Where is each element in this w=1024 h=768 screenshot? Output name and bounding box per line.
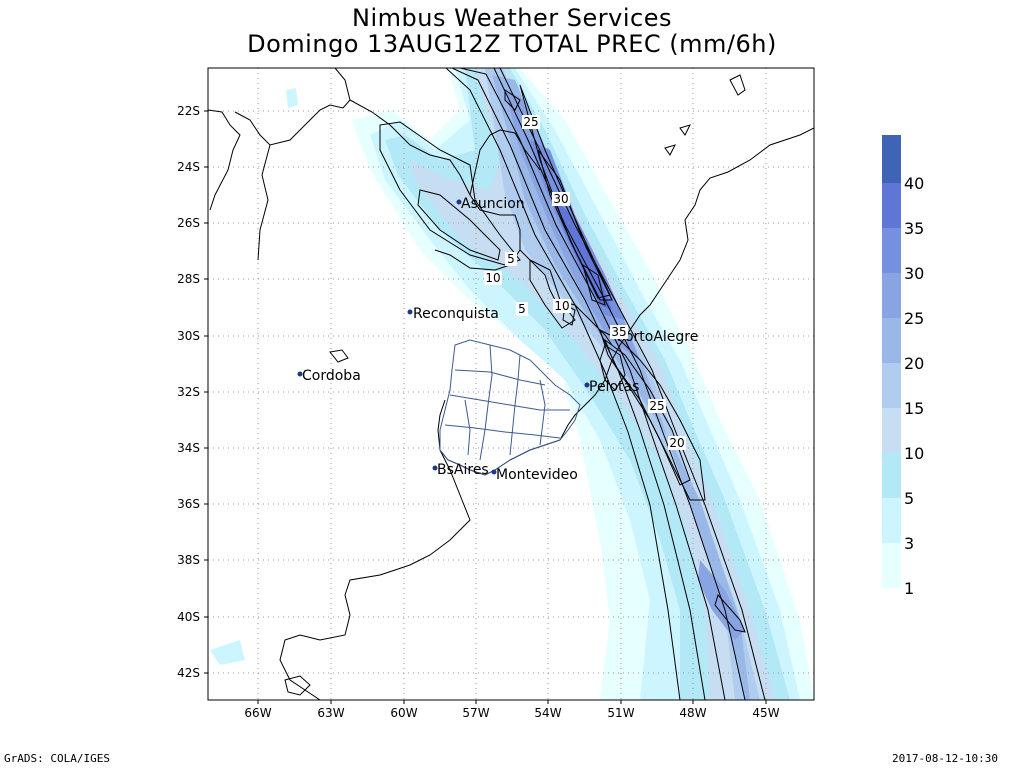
footer-credit: GrADS: COLA/IGES (4, 752, 110, 765)
colorbar-label: 30 (904, 264, 924, 283)
lon-label: 57W (462, 706, 489, 720)
contour-label: 35 (611, 325, 626, 339)
city-pelotas: Pelotas (584, 379, 639, 395)
lat-label: 26S (177, 216, 200, 230)
lat-label: 32S (177, 385, 200, 399)
colorbar-label: 3 (904, 534, 914, 553)
contour-label: 10 (554, 299, 569, 313)
map-frame (207, 67, 815, 701)
lat-label: 30S (177, 329, 200, 343)
city-label: PortoAlegre (617, 329, 698, 345)
city-label: Montevideo (496, 467, 578, 483)
lat-label: 24S (177, 160, 200, 174)
colorbar-swatch-25 (882, 273, 901, 318)
colorbar-label: 15 (904, 399, 924, 418)
colorbar-label: 20 (904, 354, 924, 373)
contour-label: 20 (669, 436, 684, 450)
lon-label: 48W (679, 706, 706, 720)
map-area: Asuncion Reconquista Cordoba PortoAlegre… (208, 68, 814, 700)
border-paraguay (349, 99, 521, 271)
city-label: Reconquista (413, 306, 499, 322)
lon-label: 54W (534, 706, 561, 720)
precip-band-35mm (555, 200, 612, 310)
colorbar-swatch-35 (882, 183, 901, 228)
lon-label: 66W (244, 706, 271, 720)
city-montevideo: Montevideo (491, 467, 578, 483)
lat-label: 22S (177, 104, 200, 118)
colorbar-swatch-30 (882, 228, 901, 273)
island-1 (329, 349, 349, 363)
lon-label: 60W (390, 706, 417, 720)
colorbar-label: 1 (904, 579, 914, 598)
colorbar-swatch-3 (882, 498, 901, 543)
lat-lon-grid (208, 68, 814, 700)
lon-label: 45W (752, 706, 779, 720)
colorbar-swatch-5 (882, 453, 901, 498)
colorbar-swatch-15 (882, 363, 901, 408)
colorbar-label: 10 (904, 444, 924, 463)
uruguay-departments (439, 339, 581, 476)
lat-label: 34S (177, 441, 200, 455)
city-markers: Asuncion Reconquista Cordoba PortoAlegre… (297, 196, 698, 483)
chart-subtitle: Domingo 13AUG12Z TOTAL PREC (mm/6h) (247, 30, 777, 58)
colorbar-label: 40 (904, 174, 924, 193)
precip-band-10mm (410, 68, 775, 700)
island-2 (284, 675, 311, 696)
lat-label: 40S (177, 610, 200, 624)
city-label: Cordoba (302, 368, 361, 384)
lat-label: 38S (177, 553, 200, 567)
colorbar-swatch-1 (882, 543, 901, 588)
city-reconquista: Reconquista (407, 306, 499, 322)
chart-title: Nimbus Weather Services (352, 4, 672, 32)
contour-label: 10 (485, 271, 500, 285)
city-label: Pelotas (589, 379, 639, 395)
contour-label: 30 (553, 192, 568, 206)
coast-argentina (279, 449, 471, 700)
border-west (257, 144, 271, 261)
city-asuncion: Asuncion (456, 196, 525, 212)
city-label: Asuncion (461, 196, 525, 212)
precip-band-west-patch (210, 640, 245, 665)
islands-ne (664, 74, 746, 156)
colorbar-label: 35 (904, 219, 924, 238)
contour-label: 25 (523, 115, 538, 129)
axis-ticks (204, 110, 767, 704)
lat-label: 42S (177, 666, 200, 680)
city-label: BsAires (437, 462, 489, 478)
colorbar-label: 5 (904, 489, 914, 508)
colorbar-swatch-20 (882, 318, 901, 363)
coast-west-north (208, 109, 241, 211)
contour-labels: 25 30 5 10 5 10 35 25 20 (484, 115, 686, 450)
contour-label: 5 (507, 252, 515, 266)
city-bsaires: BsAires (432, 462, 489, 478)
latitude-labels: 22S 24S 26S 28S 30S 32S 34S 36S 38S 40S … (177, 104, 200, 680)
lagoa-patos (599, 344, 626, 391)
footer-timestamp: 2017-08-12-10:30 (892, 752, 998, 765)
lat-label: 36S (177, 497, 200, 511)
longitude-labels: 66W 63W 60W 57W 54W 51W 48W 45W (244, 706, 779, 720)
lon-label: 63W (317, 706, 344, 720)
lat-label: 28S (177, 272, 200, 286)
contour-label: 5 (518, 302, 526, 316)
border-brazil-north (469, 129, 541, 196)
precip-band-north-patch (286, 88, 298, 108)
colorbar-swatch-10 (882, 408, 901, 453)
contour-label: 25 (649, 399, 664, 413)
colorbar-swatch-40 (882, 135, 901, 183)
colorbar: 1 3 5 10 15 20 25 30 35 40 (882, 135, 924, 598)
lon-label: 51W (607, 706, 634, 720)
coast-brazil (559, 127, 814, 441)
colorbar-label: 25 (904, 309, 924, 328)
city-cordoba: Cordoba (297, 368, 361, 384)
